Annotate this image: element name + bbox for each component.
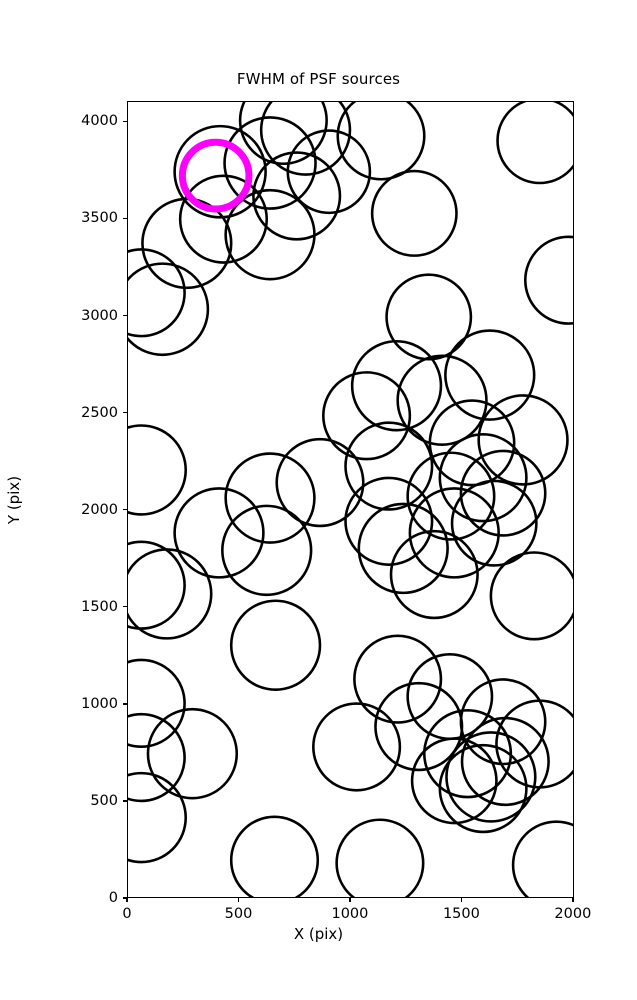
y-tick-mark <box>123 606 127 608</box>
y-tick-label: 1500 <box>81 598 118 615</box>
highlighted-psf-source-circle[interactable] <box>178 138 253 213</box>
psf-source-circle <box>178 174 269 264</box>
y-tick-label: 500 <box>90 792 118 809</box>
y-axis-label: Y (pix) <box>5 475 23 525</box>
psf-source-circle <box>385 273 473 361</box>
psf-source-circle <box>477 394 569 486</box>
psf-source-circle <box>128 540 186 630</box>
psf-source-circle <box>444 329 536 421</box>
psf-source-circle <box>511 820 573 897</box>
y-tick-label: 2000 <box>81 501 118 518</box>
psf-source-circle <box>408 487 500 579</box>
x-tick-mark <box>460 898 463 902</box>
psf-source-circle <box>374 681 464 772</box>
psf-source-circle <box>275 437 365 528</box>
plot-axes-area[interactable] <box>127 101 574 898</box>
psf-source-circle <box>344 476 434 566</box>
psf-source-circle <box>252 151 342 241</box>
x-tick-mark <box>126 898 128 902</box>
psf-source-circle <box>357 502 449 595</box>
psf-source-circle <box>353 634 443 724</box>
psf-source-circle <box>335 818 425 897</box>
psf-source-circle <box>312 702 402 792</box>
y-tick-mark <box>123 120 127 123</box>
x-tick-label: 500 <box>224 906 253 922</box>
psf-source-circle <box>259 102 352 176</box>
psf-source-circle <box>438 743 528 834</box>
psf-source-circle <box>459 449 547 537</box>
psf-source-circle <box>445 731 537 823</box>
psf-source-circle <box>370 169 458 257</box>
selected-source-marker <box>178 138 253 213</box>
scatter-plot-svg <box>128 102 573 897</box>
y-tick-mark <box>123 314 127 317</box>
psf-source-circle <box>350 339 443 432</box>
psf-source-circle <box>128 548 213 640</box>
x-tick-label: 1500 <box>442 906 480 922</box>
psf-source-circle <box>128 658 186 748</box>
x-axis-label: X (pix) <box>293 925 344 943</box>
psf-source-circle <box>496 102 573 185</box>
psf-source-circle <box>128 712 186 803</box>
psf-source-circle <box>322 371 412 461</box>
psf-source-circle <box>286 129 372 215</box>
psf-source-circle <box>229 815 320 897</box>
y-tick-mark <box>123 508 127 511</box>
x-tick-mark <box>237 898 240 902</box>
psf-source-circle <box>173 124 267 219</box>
psf-source-circle <box>336 102 426 181</box>
y-tick-label: 0 <box>108 890 118 906</box>
psf-source-circle <box>389 529 479 620</box>
psf-source-circle <box>141 197 233 290</box>
psf-source-markers <box>128 102 573 897</box>
y-tick-mark <box>123 411 127 414</box>
y-tick-mark <box>123 703 127 705</box>
psf-source-circle <box>450 479 538 567</box>
psf-source-circle <box>460 716 550 807</box>
psf-source-circle <box>238 102 328 166</box>
psf-source-circle <box>146 707 239 800</box>
page-title: FWHM of PSF sources <box>236 70 401 88</box>
y-tick-mark <box>123 897 127 899</box>
y-tick-label: 3500 <box>81 210 118 227</box>
psf-source-circle <box>128 262 210 357</box>
psf-source-circle <box>438 433 528 523</box>
psf-source-circle <box>410 737 498 825</box>
y-tick-label: 2500 <box>81 404 118 421</box>
psf-source-circle <box>406 451 496 541</box>
x-tick-label: 0 <box>122 906 132 922</box>
psf-source-circle <box>524 235 573 325</box>
y-tick-label: 4000 <box>81 113 118 130</box>
y-tick-mark <box>123 800 127 802</box>
psf-source-circle <box>229 599 322 692</box>
x-tick-mark <box>572 898 574 902</box>
psf-source-circle <box>173 487 265 579</box>
y-tick-label: 3000 <box>81 307 118 324</box>
x-tick-label: 2000 <box>554 906 592 922</box>
psf-source-circle <box>221 504 313 597</box>
psf-source-circle <box>128 771 187 864</box>
x-tick-label: 1000 <box>331 906 369 922</box>
y-tick-label: 1000 <box>81 695 118 712</box>
psf-source-circle <box>128 424 187 516</box>
psf-source-circle <box>223 116 317 210</box>
psf-source-circle <box>489 551 573 641</box>
psf-source-circle <box>224 452 316 544</box>
y-tick-mark <box>123 217 127 220</box>
x-tick-mark <box>349 898 351 902</box>
psf-source-circle <box>224 188 316 281</box>
psf-source-circle <box>128 248 186 338</box>
psf-source-circle <box>396 354 488 447</box>
psf-source-circle <box>428 399 516 487</box>
psf-source-circle <box>344 421 434 511</box>
